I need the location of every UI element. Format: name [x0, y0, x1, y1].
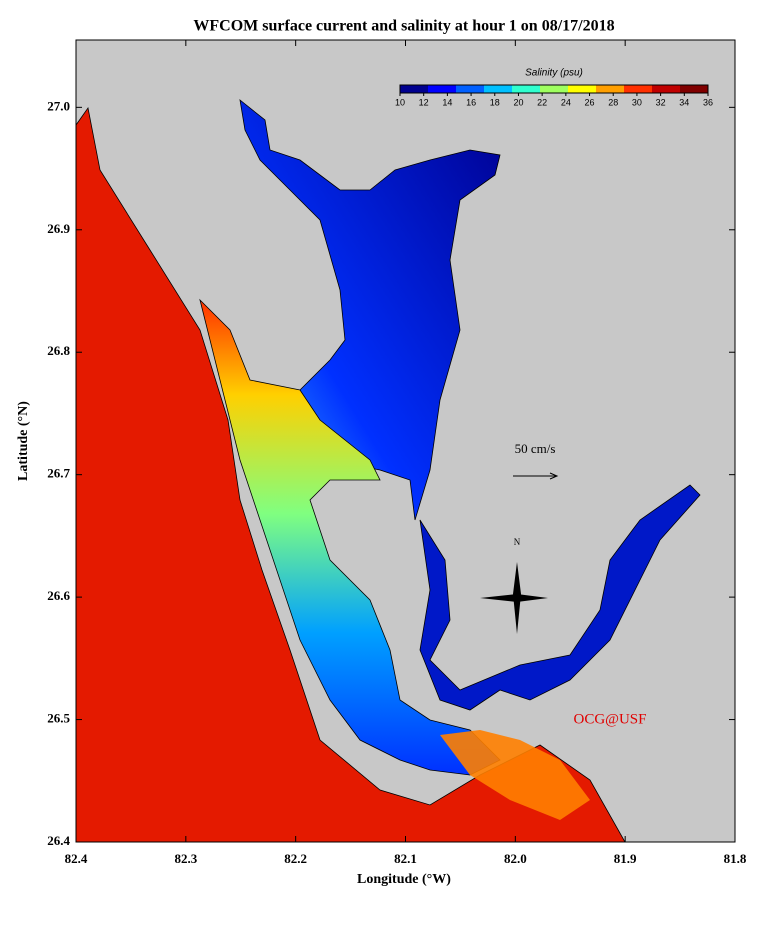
- gulf-water: [75, 107, 626, 843]
- colorbar-tick-label: 24: [561, 97, 571, 107]
- colorbar-segment: [456, 85, 485, 93]
- colorbar-tick-label: 20: [513, 97, 523, 107]
- colorbar-title: Salinity (psu): [525, 68, 583, 79]
- colorbar-segment: [484, 85, 513, 93]
- vector-scale-label: 50 cm/s: [515, 441, 556, 456]
- x-tick-label: 82.4: [65, 851, 88, 866]
- colorbar-segment: [680, 85, 709, 93]
- colorbar-segment: [512, 85, 541, 93]
- colorbar-tick-label: 32: [656, 97, 666, 107]
- plot-area: [75, 39, 736, 843]
- x-tick-label: 82.2: [284, 851, 307, 866]
- lower-bay: [199, 298, 501, 776]
- colorbar-segment: [568, 85, 597, 93]
- colorbar-frame: [399, 84, 709, 94]
- y-tick-label: 27.0: [47, 98, 70, 113]
- colorbar: 10 12 14 16 18 20 22 24 26 28 30 32 34 36: [395, 84, 713, 107]
- map-title: WFCOM surface current and salinity at ho…: [193, 18, 614, 35]
- colorbar-tick-label: 10: [395, 97, 405, 107]
- colorbar-segment: [652, 85, 681, 93]
- x-tick-label: 81.9: [614, 851, 637, 866]
- colorbar-segment: [540, 85, 569, 93]
- x-tick-label: 82.1: [394, 851, 417, 866]
- vector-scale-head: [549, 472, 559, 480]
- colorbar-tick-label: 36: [703, 97, 713, 107]
- y-tick-label: 26.6: [47, 588, 70, 603]
- y-tick-label: 26.4: [47, 833, 70, 848]
- caloosahatchee: [419, 484, 701, 711]
- colorbar-tick-label: 12: [419, 97, 429, 107]
- y-tick-label: 26.5: [47, 711, 70, 726]
- y-tick-label: 26.9: [47, 221, 70, 236]
- north-label: N: [514, 537, 521, 547]
- y-tick-label: 26.8: [47, 343, 70, 358]
- colorbar-tick-label: 26: [585, 97, 595, 107]
- y-axis-label: Latitude (°N): [16, 401, 31, 481]
- credit: OCG@USF: [573, 711, 646, 727]
- colorbar-segment: [596, 85, 625, 93]
- colorbar-segment: [428, 85, 457, 93]
- y-tick-label: 26.7: [47, 466, 70, 481]
- x-tick-label: 82.0: [504, 851, 527, 866]
- x-tick-label: 81.8: [724, 851, 747, 866]
- colorbar-segment: [400, 85, 429, 93]
- colorbar-tick-label: 14: [442, 97, 452, 107]
- colorbar-tick-label: 28: [608, 97, 618, 107]
- colorbar-tick-label: 30: [632, 97, 642, 107]
- x-tick-label: 82.3: [174, 851, 197, 866]
- x-axis-label: Longitude (°W): [357, 872, 451, 887]
- colorbar-tick-label: 18: [490, 97, 500, 107]
- colorbar-tick-label: 34: [679, 97, 689, 107]
- colorbar-tick-label: 16: [466, 97, 476, 107]
- compass-ew: [480, 594, 548, 602]
- inlet-plume: [440, 730, 590, 820]
- colorbar-tick-label: 22: [537, 97, 547, 107]
- colorbar-segment: [624, 85, 653, 93]
